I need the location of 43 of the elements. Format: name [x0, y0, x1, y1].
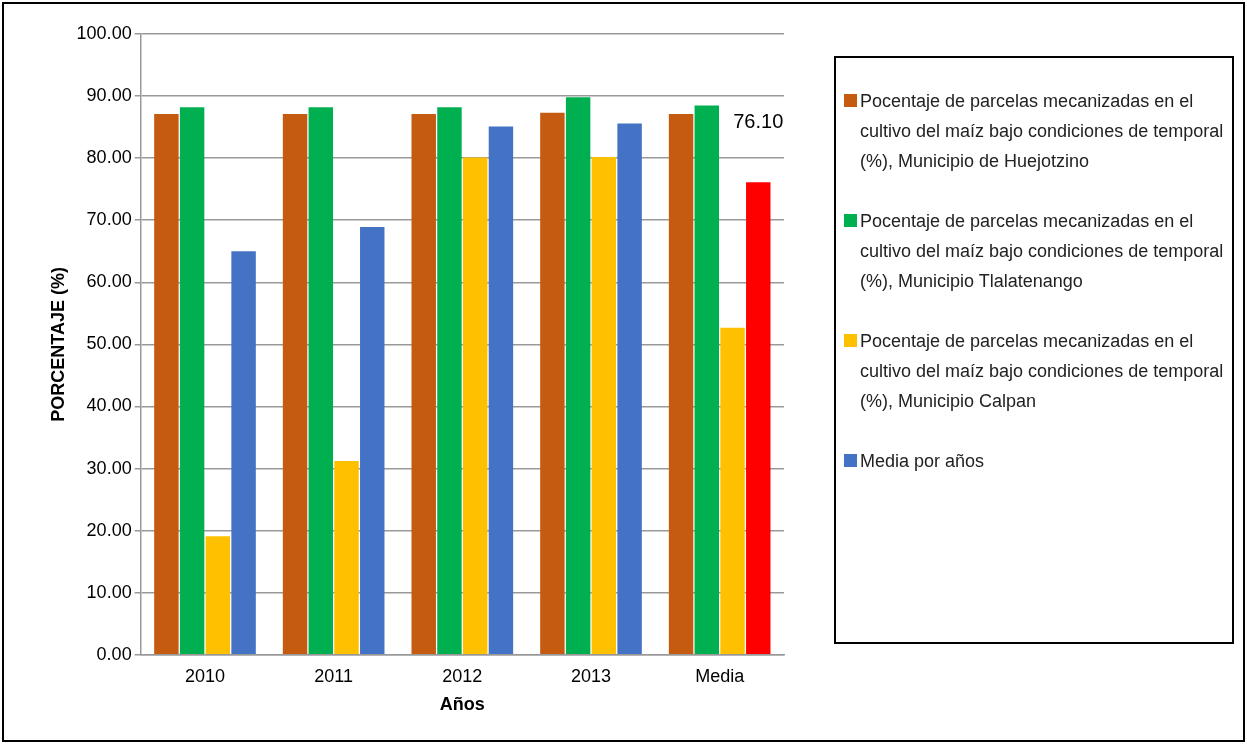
bar: [179, 107, 205, 655]
bar: [462, 157, 488, 655]
bar: [668, 114, 694, 655]
bar: [205, 536, 231, 655]
y-tick-label: 70.00: [86, 209, 132, 230]
y-tick-label: 90.00: [86, 85, 132, 106]
y-tick-label: 60.00: [86, 271, 132, 292]
bar: [540, 112, 565, 655]
bar: [334, 461, 359, 655]
data-label: 76.10: [733, 109, 784, 132]
bar: [746, 182, 771, 655]
bar: [720, 327, 745, 655]
y-tick-label: 0.00: [96, 643, 132, 664]
bar: [591, 156, 617, 655]
y-tick-label: 10.00: [86, 581, 132, 602]
x-tick-label: 2011: [314, 665, 354, 686]
y-tick-label: 100.00: [76, 22, 132, 43]
y-tick-label: 20.00: [86, 519, 132, 540]
bar: [694, 105, 720, 655]
bar: [565, 97, 591, 655]
bar: [231, 251, 256, 655]
legend-label: Pocentaje de parcelas mecanizadas en el cultivo del maíz bajo condiciones de temporal (%), Municipio Calpan: [860, 330, 1225, 413]
legend-label: Media por años: [860, 450, 985, 473]
legend-label: Pocentaje de parcelas mecanizadas en el cultivo del maíz bajo condiciones de temporal (%), Municipio Tlalatenango: [860, 210, 1225, 293]
x-tick-label: 2010: [184, 665, 226, 686]
y-tick-label: 80.00: [86, 147, 132, 168]
x-axis-title: Años: [439, 694, 485, 715]
bar: [308, 107, 334, 655]
bar: [617, 123, 642, 655]
y-tick-label: 30.00: [86, 457, 132, 478]
bar: [488, 126, 514, 655]
bar: [437, 107, 462, 655]
y-tick-label: 40.00: [86, 395, 132, 416]
bar: [360, 227, 385, 655]
x-tick-label: Media: [695, 665, 746, 686]
bar: [411, 114, 436, 655]
legend-label: Pocentaje de parcelas mecanizadas en el cultivo del maíz bajo condiciones de temporal (%), Municipio de Huejotzino: [860, 90, 1225, 173]
y-axis-title: PORCENTAJE (%): [47, 267, 68, 422]
x-tick-label: 2013: [570, 665, 612, 686]
bar: [154, 114, 179, 655]
bar: [282, 114, 308, 655]
x-tick-label: 2012: [442, 665, 483, 686]
y-tick-label: 50.00: [86, 333, 132, 354]
